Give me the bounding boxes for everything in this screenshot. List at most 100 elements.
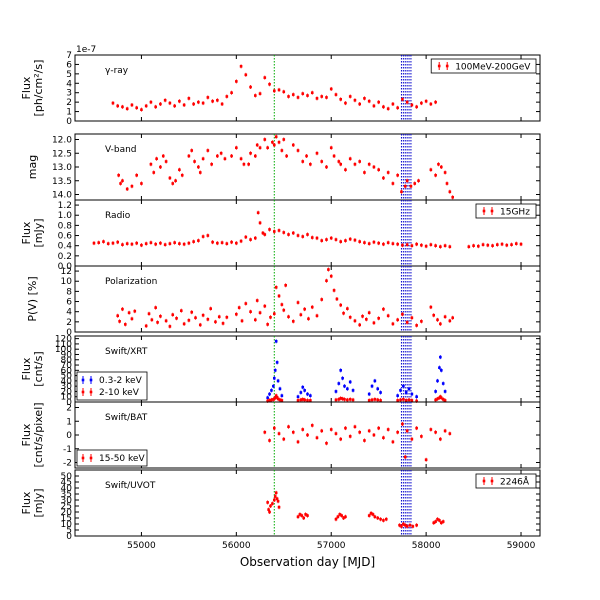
data-point bbox=[272, 312, 276, 316]
ytick-label: -1 bbox=[63, 445, 72, 455]
data-point bbox=[130, 317, 134, 321]
data-point bbox=[327, 268, 330, 271]
data-point bbox=[391, 242, 395, 245]
series-radio-0 bbox=[92, 210, 523, 249]
data-point bbox=[379, 391, 382, 394]
panel-label: γ-ray bbox=[105, 66, 129, 76]
data-point bbox=[432, 313, 436, 317]
data-point bbox=[410, 316, 414, 320]
data-point bbox=[277, 432, 281, 435]
data-point bbox=[274, 286, 278, 289]
data-point bbox=[309, 394, 312, 397]
data-point bbox=[310, 424, 314, 427]
legend: 15GHz bbox=[475, 203, 537, 219]
data-point bbox=[377, 100, 380, 104]
data-point bbox=[168, 101, 172, 105]
data-point bbox=[329, 428, 333, 431]
legend-label: 2246Å bbox=[500, 476, 530, 488]
data-point bbox=[440, 165, 443, 169]
data-point bbox=[303, 307, 306, 311]
data-point bbox=[274, 491, 278, 495]
data-point bbox=[334, 390, 338, 393]
xtick-label: 55000 bbox=[127, 541, 156, 551]
legend-label: 2-10 keV bbox=[99, 388, 140, 398]
data-point bbox=[341, 376, 344, 380]
data-point bbox=[258, 311, 262, 315]
data-point bbox=[287, 315, 290, 319]
data-point bbox=[282, 90, 286, 94]
data-point bbox=[296, 399, 300, 402]
data-point bbox=[396, 318, 399, 322]
ytick-label: 1 bbox=[66, 108, 72, 118]
data-point bbox=[365, 318, 368, 321]
data-point bbox=[320, 298, 324, 301]
data-point bbox=[161, 154, 165, 158]
data-point bbox=[401, 243, 404, 247]
data-point bbox=[441, 520, 445, 523]
data-point bbox=[370, 398, 374, 402]
xtick-label: 59000 bbox=[507, 541, 536, 551]
data-point bbox=[434, 100, 437, 104]
data-point bbox=[272, 230, 276, 233]
data-point bbox=[358, 240, 361, 243]
data-point bbox=[405, 321, 409, 324]
panel-bat: -2 -1 0 1 2 Flux [cnt/s/pixel] Swift/BAT 15-50 k… bbox=[20, 401, 541, 469]
data-point bbox=[272, 376, 276, 380]
ytick-label: 2 bbox=[66, 98, 72, 108]
data-point bbox=[210, 162, 213, 166]
xtick-label: 57000 bbox=[317, 541, 346, 551]
data-point bbox=[116, 240, 120, 244]
data-point bbox=[190, 310, 194, 314]
data-point bbox=[379, 517, 382, 521]
data-point bbox=[382, 519, 385, 522]
data-point bbox=[276, 499, 280, 503]
data-point bbox=[280, 399, 284, 402]
data-point bbox=[434, 430, 437, 434]
ylabel: [mJy] bbox=[32, 218, 45, 247]
data-point bbox=[270, 398, 273, 402]
legend: 2246Å bbox=[475, 473, 537, 489]
ytick-label: 40 bbox=[61, 377, 73, 387]
data-point bbox=[154, 105, 157, 109]
data-point bbox=[372, 165, 376, 169]
data-point bbox=[235, 146, 238, 150]
data-point bbox=[249, 151, 252, 155]
panel-label: Swift/XRT bbox=[105, 347, 148, 357]
data-point bbox=[168, 242, 172, 245]
legend-marker bbox=[482, 479, 486, 483]
data-point bbox=[410, 103, 414, 107]
data-point bbox=[436, 318, 439, 322]
data-point bbox=[415, 242, 418, 246]
data-point bbox=[436, 397, 439, 401]
ytick-label: 20 bbox=[61, 508, 73, 518]
panel-frame bbox=[74, 133, 541, 201]
data-point bbox=[298, 513, 302, 516]
data-point bbox=[373, 398, 377, 401]
series-polarization-0 bbox=[116, 267, 454, 329]
ytick-label: 8 bbox=[66, 287, 72, 297]
data-point bbox=[351, 389, 355, 392]
ytick-label: 110 bbox=[55, 340, 72, 350]
data-point bbox=[269, 504, 272, 508]
data-point bbox=[410, 392, 414, 396]
ytick-label: 6 bbox=[66, 298, 72, 308]
data-point bbox=[271, 502, 274, 505]
data-point bbox=[334, 238, 338, 241]
series-bat-0 bbox=[263, 422, 452, 462]
data-point bbox=[337, 398, 341, 401]
data-point bbox=[144, 324, 148, 328]
data-point bbox=[344, 101, 347, 105]
ytick-label: 80 bbox=[61, 356, 73, 366]
data-point bbox=[441, 382, 445, 385]
ytick-label: 30 bbox=[61, 496, 73, 506]
data-point bbox=[220, 102, 224, 106]
data-point bbox=[273, 495, 277, 498]
legend-marker bbox=[89, 456, 93, 460]
data-point bbox=[130, 103, 134, 107]
ytick-label: 35 bbox=[61, 490, 72, 500]
legend-label: 100MeV-200GeV bbox=[455, 63, 531, 73]
data-point bbox=[277, 140, 281, 144]
data-point bbox=[415, 523, 418, 527]
